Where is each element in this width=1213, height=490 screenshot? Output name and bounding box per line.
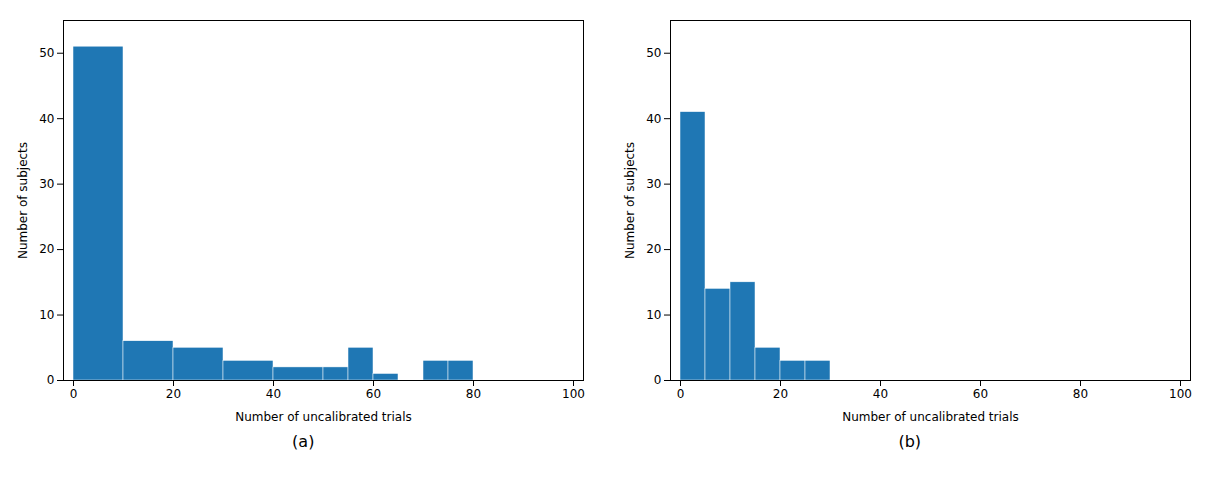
svg-text:40: 40 [266,387,281,401]
svg-text:0: 0 [70,387,78,401]
svg-text:100: 100 [562,387,585,401]
svg-text:40: 40 [873,387,888,401]
svg-text:10: 10 [39,308,54,322]
svg-text:30: 30 [646,177,661,191]
svg-text:60: 60 [973,387,988,401]
svg-text:10: 10 [646,308,661,322]
html-text:(b): (b) [898,432,922,451]
svg-text:20: 20 [39,242,54,256]
svg-text:40: 40 [39,112,54,126]
svg-text:20: 20 [646,242,661,256]
svg-text:0: 0 [654,373,662,387]
svg-text:0: 0 [676,387,684,401]
svg-text:50: 50 [39,46,54,60]
svg-text:Number of uncalibrated trials: Number of uncalibrated trials [842,410,1019,424]
svg-text:50: 50 [646,46,661,60]
svg-text:40: 40 [646,112,661,126]
svg-text:80: 80 [1073,387,1088,401]
svg-text:30: 30 [39,177,54,191]
svg-text:80: 80 [466,387,481,401]
svg-text:60: 60 [366,387,381,401]
svg-text:100: 100 [1169,387,1192,401]
svg-text:20: 20 [773,387,788,401]
html-text:(a): (a) [292,432,315,451]
svg-text:Number of subjects: Number of subjects [16,142,30,259]
svg-text:Number of subjects: Number of subjects [623,142,637,259]
svg-text:20: 20 [166,387,181,401]
svg-text:Number of uncalibrated trials: Number of uncalibrated trials [235,410,412,424]
svg-text:0: 0 [47,373,55,387]
